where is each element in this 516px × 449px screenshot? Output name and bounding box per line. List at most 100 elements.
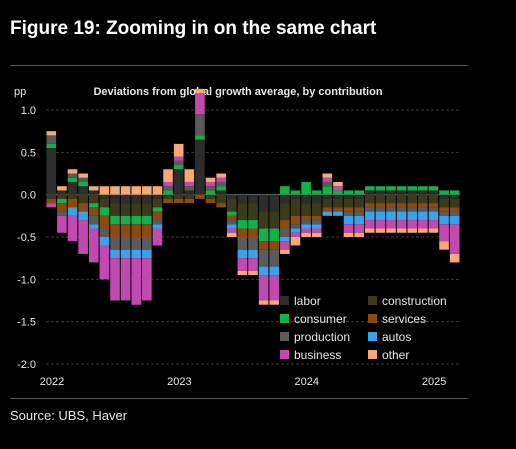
bar-segment-production [311,220,322,225]
legend-label-labor: labor [294,294,321,308]
bar-segment-business [142,258,152,301]
bar-segment-production [322,181,333,187]
legend-swatch-services [368,314,377,323]
bar-segment-services [78,203,88,212]
bar-segment-construction [110,203,120,216]
bar-segment-consumer [311,190,322,195]
bar-segment-other [110,186,120,195]
bar-segment-services [131,224,142,237]
bar-segment-other [67,169,78,174]
bar-segment-production [184,186,195,191]
bar-segment-business [152,228,163,246]
bar-segment-business [226,228,237,233]
bar-segment-business [46,203,57,208]
bar-segment-business [301,228,311,233]
legend-swatch-labor [280,296,289,305]
legend: labor construction consumer services product… [280,294,447,362]
bar-segment-labor [152,194,163,199]
bar-segment-business [322,177,333,182]
bar-segment-labor [301,194,311,204]
legend-swatch-production [280,332,289,341]
y-tick-label: 1.0 [21,105,36,117]
y-tick-label: -1.5 [17,317,36,329]
bar-segment-production [290,224,301,229]
bar-segment-other [78,173,88,178]
bar-segment-services [110,224,120,237]
x-tick-label: 2023 [167,376,191,388]
bar-segment-business [131,258,142,305]
bar-segment-labor [57,190,67,195]
bar-segment-construction [120,203,131,216]
bar-segment-labor [449,194,460,199]
bar-segment-consumer [428,186,439,191]
bar-segment-other [248,270,258,276]
bar-segment-consumer [418,186,428,191]
bar-segment-consumer [258,228,269,242]
bar-segment-construction [173,194,184,199]
bar-segment-autos [258,266,269,276]
bar-segment-autos [407,211,418,221]
bar-segment-services [354,207,364,212]
bar-segment-consumer [216,186,226,191]
bar-segment-labor [216,190,226,195]
bar-segment-labor [375,190,386,195]
bar-segment-services [142,224,152,237]
bar-segment-consumer [375,186,386,191]
bar-segment-construction [407,194,418,204]
bar-segment-other [205,177,216,182]
y-tick-label: 0.0 [21,190,36,202]
bar-segment-labor [269,194,280,212]
bar-segment-construction [333,198,343,208]
bar-segment-business [173,156,184,161]
bar-segment-production [364,207,375,212]
legend-label-construction: construction [382,294,447,308]
bar-segment-services [120,224,131,237]
bar-segment-consumer [343,190,354,195]
bar-segment-other [226,232,237,237]
bar-segment-services [67,198,78,208]
y-axis-label: pp [14,86,26,98]
bar-segment-business [184,181,195,187]
bar-segment-services [46,198,57,204]
bar-segment-production [269,249,280,267]
y-tick-label: -0.5 [17,232,36,244]
bar-segment-labor [173,169,184,195]
top-divider [10,65,468,66]
legend-swatch-autos [368,332,377,341]
bar-segment-production [396,207,407,212]
bar-segment-other [428,228,439,233]
bar-segment-construction [163,194,173,199]
legend-swatch-construction [368,296,377,305]
bar-segment-labor [248,194,258,204]
bar-segment-labor [396,190,407,195]
bar-segment-business [439,224,449,242]
bar-segment-consumer [354,190,364,195]
bar-segment-construction [237,203,248,221]
bar-segment-production [216,181,226,187]
bar-segment-consumer [226,211,237,216]
bar-segment-construction [248,203,258,221]
bar-segment-labor [88,190,99,195]
bar-segment-labor [311,194,322,204]
bar-segment-consumer [67,177,78,182]
bar-segment-other [237,270,248,276]
bar-segment-construction [142,203,152,216]
bar-segment-production [131,237,142,250]
bar-segment-business [110,258,120,301]
legend-label-services: services [382,312,426,326]
bar-segment-services [88,207,99,216]
bar-segment-construction [449,198,460,208]
bar-segment-production [407,207,418,212]
bar-segment-autos [226,224,237,229]
bar-segment-other [375,228,386,233]
bar-segment-labor [386,190,396,195]
bar-segment-production [428,207,439,212]
bar-segment-construction [88,194,99,204]
bar-segment-consumer [248,220,258,229]
bar-segment-other [258,300,269,305]
bar-segment-autos [311,224,322,229]
bar-segment-business [280,241,290,250]
bar-segment-consumer [237,220,248,229]
bar-segment-other [120,186,131,195]
bar-segment-consumer [269,228,280,242]
